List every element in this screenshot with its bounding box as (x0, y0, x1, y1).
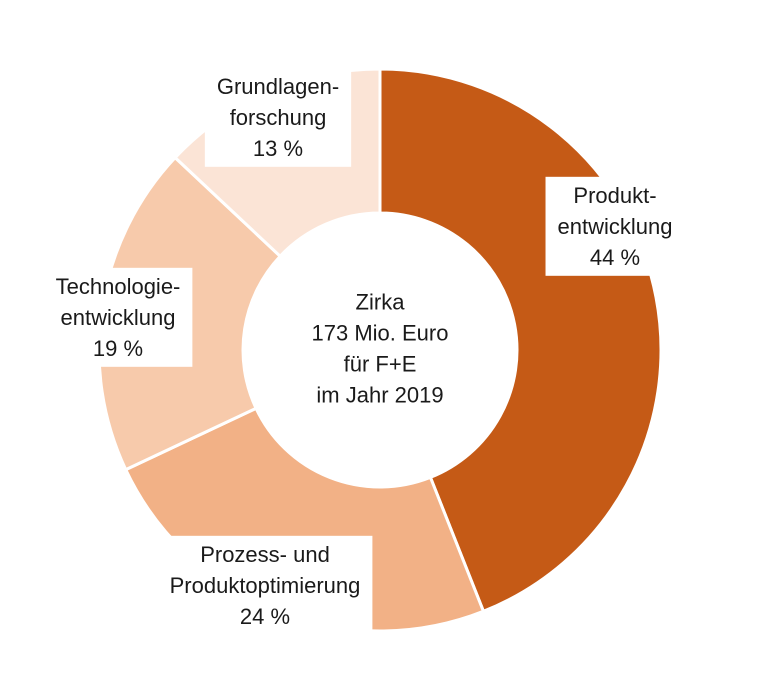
label-background (545, 176, 685, 276)
category-label: entwicklung (61, 305, 176, 330)
category-label: Grundlagen- (217, 74, 339, 99)
slice-label: Technologie-entwicklung 19 % (43, 267, 193, 367)
category-label: forschung (230, 105, 327, 130)
slice-label: Prozess- und Produktoptimierung 24 % (157, 535, 373, 635)
category-label: entwicklung (558, 214, 673, 239)
value-label: 24 % (240, 604, 290, 629)
center-text: 173 Mio. Euro (312, 320, 449, 345)
slice-label: Grundlagen-forschung 13 % (204, 67, 352, 167)
center-text: im Jahr 2019 (316, 382, 443, 407)
label-background (204, 67, 352, 167)
label-background (43, 267, 193, 367)
category-label: Prozess- und (200, 542, 330, 567)
category-label: Produkt- (573, 183, 656, 208)
value-label: 13 % (253, 136, 303, 161)
value-label: 19 % (93, 336, 143, 361)
category-label: Technologie- (56, 274, 181, 299)
label-background (157, 535, 373, 635)
center-text: für F+E (344, 351, 417, 376)
slice-label: Produkt-entwicklung 44 % (545, 176, 685, 276)
category-label: Produktoptimierung (170, 573, 361, 598)
value-label: 44 % (590, 245, 640, 270)
labels: Produkt-entwicklung 44 % Prozess- und Produ… (43, 67, 685, 635)
center-text: Zirka (356, 289, 406, 314)
